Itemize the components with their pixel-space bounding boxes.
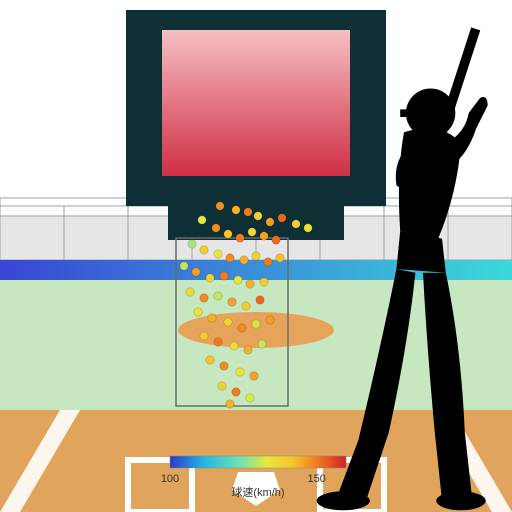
pitch-marker bbox=[228, 298, 236, 306]
pitch-marker bbox=[214, 250, 222, 258]
pitch-marker bbox=[232, 206, 240, 214]
pitch-marker bbox=[198, 216, 206, 224]
pitch-marker bbox=[206, 356, 214, 364]
pitch-marker bbox=[208, 314, 216, 322]
pitch-marker bbox=[276, 254, 284, 262]
pitch-marker bbox=[220, 272, 228, 280]
pitch-marker bbox=[250, 372, 258, 380]
pitch-marker bbox=[232, 388, 240, 396]
pitch-marker bbox=[234, 276, 242, 284]
pitch-marker bbox=[266, 316, 274, 324]
pitch-marker bbox=[272, 236, 280, 244]
pitch-marker bbox=[236, 368, 244, 376]
pitch-marker bbox=[266, 218, 274, 226]
pitch-marker bbox=[224, 318, 232, 326]
pitch-marker bbox=[188, 240, 196, 248]
pitch-marker bbox=[218, 382, 226, 390]
pitch-marker bbox=[252, 320, 260, 328]
pitch-marker bbox=[226, 254, 234, 262]
pitch-marker bbox=[252, 252, 260, 260]
pitch-marker bbox=[238, 324, 246, 332]
pitch-marker bbox=[216, 202, 224, 210]
pitch-marker bbox=[304, 224, 312, 232]
pitch-marker bbox=[230, 342, 238, 350]
pitch-marker bbox=[246, 280, 254, 288]
pitch-marker bbox=[264, 258, 272, 266]
legend-tick: 100 bbox=[161, 473, 179, 485]
pitch-marker bbox=[260, 278, 268, 286]
pitch-marker bbox=[256, 296, 264, 304]
pitch-location-chart: 100 150 球速(km/h) bbox=[0, 0, 512, 512]
legend-tick: 150 bbox=[307, 473, 325, 485]
pitch-marker bbox=[258, 340, 266, 348]
pitch-marker bbox=[200, 332, 208, 340]
pitch-marker bbox=[194, 308, 202, 316]
scoreboard bbox=[126, 10, 386, 240]
pitch-marker bbox=[246, 394, 254, 402]
pitch-marker bbox=[278, 214, 286, 222]
pitch-marker bbox=[214, 338, 222, 346]
pitch-marker bbox=[212, 224, 220, 232]
pitch-marker bbox=[226, 400, 234, 408]
legend-label: 球速(km/h) bbox=[231, 485, 284, 499]
pitch-marker bbox=[220, 362, 228, 370]
pitch-marker bbox=[292, 220, 300, 228]
scoreboard-screen bbox=[162, 30, 350, 176]
pitchers-mound bbox=[178, 312, 334, 348]
pitch-marker bbox=[206, 274, 214, 282]
pitch-marker bbox=[244, 346, 252, 354]
pitch-marker bbox=[200, 294, 208, 302]
pitch-marker bbox=[244, 208, 252, 216]
pitch-marker bbox=[214, 292, 222, 300]
pitch-marker bbox=[180, 262, 188, 270]
pitch-marker bbox=[254, 212, 262, 220]
pitch-marker bbox=[236, 234, 244, 242]
pitch-marker bbox=[248, 228, 256, 236]
pitch-marker bbox=[192, 268, 200, 276]
pitch-marker bbox=[260, 232, 268, 240]
pitch-marker bbox=[224, 230, 232, 238]
pitch-marker bbox=[240, 256, 248, 264]
pitch-marker bbox=[186, 288, 194, 296]
pitch-marker bbox=[200, 246, 208, 254]
pitch-marker bbox=[242, 302, 250, 310]
